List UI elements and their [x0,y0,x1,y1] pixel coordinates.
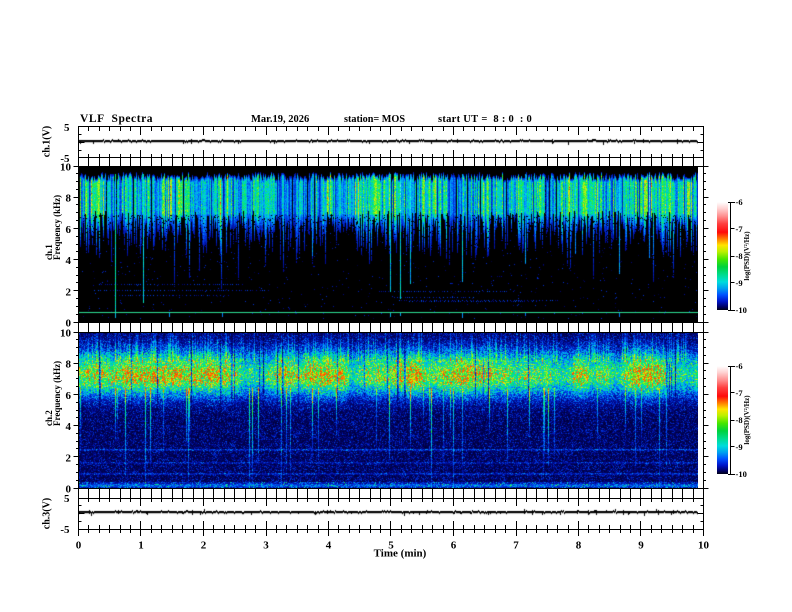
svg-text:8: 8 [576,540,582,552]
svg-text:-7: -7 [736,388,744,398]
svg-text:VLF Spectra: VLF Spectra [80,113,153,125]
svg-text:-5: -5 [60,524,70,536]
svg-text:6: 6 [451,540,457,552]
svg-text:Frequency (kHz): Frequency (kHz) [52,195,62,260]
svg-text:Time (min): Time (min) [374,548,427,560]
svg-text:-9: -9 [736,442,743,452]
svg-text:10: 10 [60,162,72,174]
svg-text:-6: -6 [736,197,743,207]
svg-text:8: 8 [66,359,72,371]
svg-text:ch.1(V): ch.1(V) [42,126,53,157]
svg-text:station= MOS: station= MOS [344,114,405,125]
svg-text:-6: -6 [736,361,743,371]
svg-text:-5: -5 [60,153,70,165]
svg-text:0: 0 [66,318,72,330]
svg-text:-8: -8 [736,415,743,425]
svg-text:-8: -8 [736,251,743,261]
svg-text:5: 5 [64,493,70,505]
svg-text:10: 10 [60,328,72,340]
svg-text:-10: -10 [736,305,747,315]
svg-text:6: 6 [66,390,72,402]
svg-text:log(PSD)(V²/Hz): log(PSD)(V²/Hz) [743,395,751,445]
svg-text:5: 5 [64,122,70,134]
svg-text:0: 0 [76,540,82,552]
svg-text:3: 3 [263,540,269,552]
svg-text:ch.2: ch.2 [44,410,54,426]
svg-text:4: 4 [66,421,72,433]
svg-text:5: 5 [388,540,394,552]
svg-text:4: 4 [326,540,332,552]
svg-text:1: 1 [138,540,144,552]
svg-text:log(PSD)(V²/Hz): log(PSD)(V²/Hz) [743,231,751,281]
svg-text:-9: -9 [736,278,743,288]
svg-text:ch.1: ch.1 [44,244,54,260]
svg-text:2: 2 [201,540,207,552]
svg-text:9: 9 [638,540,644,552]
svg-text:6: 6 [66,224,72,236]
svg-text:8: 8 [66,193,72,205]
svg-text:Frequency (kHz): Frequency (kHz) [52,361,62,426]
svg-text:2: 2 [66,452,72,464]
svg-text:Mar.19, 2026: Mar.19, 2026 [251,114,309,125]
svg-text:-10: -10 [736,469,747,479]
svg-text:start UT = 8 : 0 : 0: start UT = 8 : 0 : 0 [438,114,532,125]
svg-text:2: 2 [66,286,72,298]
svg-text:7: 7 [513,540,519,552]
svg-text:ch.3(V): ch.3(V) [42,498,53,529]
svg-text:4: 4 [66,255,72,267]
svg-text:-7: -7 [736,224,744,234]
svg-text:0: 0 [66,484,72,496]
svg-text:10: 10 [698,540,710,552]
